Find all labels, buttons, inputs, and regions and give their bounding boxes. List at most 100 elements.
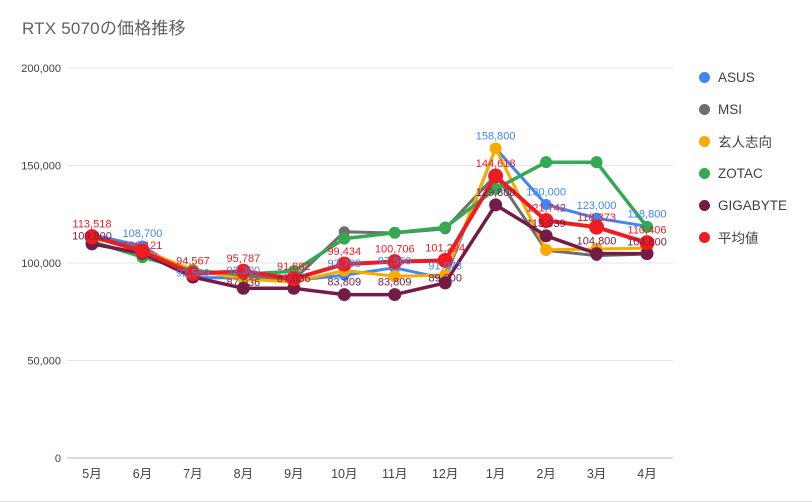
- legend-dot-icon: [699, 71, 710, 83]
- data-label: 104,800: [627, 237, 667, 249]
- data-label: 113,939: [527, 218, 566, 230]
- y-axis-tick-label: 150,000: [21, 161, 61, 173]
- legend-item-平均値[interactable]: 平均値: [699, 221, 787, 253]
- legend-dot-icon: [699, 167, 710, 179]
- data-point-ASUS-2月[interactable]: [540, 199, 552, 210]
- legend-label: MSI: [718, 101, 743, 117]
- data-point-平均値-10月[interactable]: [336, 256, 352, 272]
- legend: ASUS MSI 玄人志向 ZOTAC GIGABYTE 平均値: [699, 61, 787, 253]
- data-point-玄人志向-2月[interactable]: [540, 243, 553, 256]
- data-point-GIGABYTE-11月[interactable]: [388, 288, 402, 302]
- data-label: 94,567: [176, 256, 210, 268]
- data-label: 130,000: [526, 187, 566, 199]
- x-axis-tick-label: 4月: [637, 467, 656, 481]
- x-axis-tick-label: 11月: [382, 467, 407, 481]
- data-label: 97,560: [378, 256, 412, 268]
- data-point-玄人志向-1月[interactable]: [489, 142, 502, 155]
- data-label: 87,036: [227, 277, 261, 289]
- data-point-ZOTAC-1月[interactable]: [489, 182, 502, 195]
- data-label: 99,434: [327, 246, 361, 258]
- data-point-GIGABYTE-3月[interactable]: [590, 247, 604, 261]
- data-point-平均値-11月[interactable]: [387, 254, 403, 270]
- legend-item-ZOTAC[interactable]: ZOTAC: [699, 157, 787, 189]
- data-label: 92,300: [227, 265, 261, 277]
- x-axis-tick-label: 1月: [486, 467, 505, 481]
- x-axis-tick-label: 6月: [133, 467, 152, 481]
- legend-dot-icon: [699, 103, 710, 115]
- y-axis-tick-label: 0: [55, 453, 61, 465]
- legend-label: 平均値: [718, 231, 759, 246]
- data-label: 123,000: [577, 200, 617, 212]
- data-point-平均値-12月[interactable]: [437, 252, 453, 268]
- data-point-平均値-2月[interactable]: [538, 213, 554, 229]
- data-label: 110,406: [628, 225, 667, 237]
- data-label: 121,742: [526, 203, 566, 215]
- x-axis-tick-label: 10月: [331, 467, 357, 481]
- legend-item-玄人志向[interactable]: 玄人志向: [699, 125, 787, 157]
- data-point-ZOTAC-2月[interactable]: [540, 156, 553, 169]
- data-label: 109,800: [72, 231, 112, 243]
- data-point-GIGABYTE-10月[interactable]: [337, 288, 351, 302]
- data-label: 83,809: [378, 277, 412, 289]
- x-axis-tick-label: 5月: [82, 467, 101, 481]
- data-point-GIGABYTE-1月[interactable]: [489, 198, 503, 212]
- data-point-ZOTAC-12月[interactable]: [439, 221, 452, 234]
- legend-item-GIGABYTE[interactable]: GIGABYTE: [699, 189, 787, 221]
- data-label: 83,809: [327, 277, 361, 289]
- data-point-平均値-3月[interactable]: [589, 219, 605, 235]
- legend-label: ZOTAC: [718, 165, 763, 181]
- data-label: 87,036: [277, 273, 311, 285]
- data-point-ZOTAC-11月[interactable]: [388, 226, 401, 239]
- data-point-平均値-8月[interactable]: [235, 263, 251, 279]
- legend-dot-icon: [699, 199, 710, 211]
- data-label: 95,787: [227, 253, 261, 265]
- data-point-平均値-1月[interactable]: [488, 168, 504, 184]
- data-point-GIGABYTE-8月[interactable]: [236, 281, 250, 295]
- data-label: 129,800: [476, 187, 516, 199]
- x-axis-tick-label: 8月: [234, 467, 253, 481]
- legend-label: ASUS: [718, 69, 755, 85]
- data-point-ZOTAC-3月[interactable]: [590, 156, 603, 169]
- data-point-GIGABYTE-2月[interactable]: [539, 229, 553, 243]
- x-axis-tick-label: 2月: [536, 467, 555, 481]
- chart-title: RTX 5070の価格推移: [22, 19, 186, 38]
- y-axis-tick-label: 100,000: [21, 258, 61, 270]
- legend-label: GIGABYTE: [718, 197, 788, 213]
- data-label: 93,798: [327, 258, 361, 270]
- data-point-ZOTAC-4月[interactable]: [641, 220, 653, 233]
- data-label: 113,518: [73, 219, 112, 231]
- data-point-平均値-4月[interactable]: [639, 235, 655, 251]
- data-label: 89,800: [428, 273, 462, 285]
- data-point-平均値-9月[interactable]: [286, 271, 302, 287]
- data-point-GIGABYTE-4月[interactable]: [640, 247, 654, 261]
- data-point-平均値-5月[interactable]: [84, 229, 100, 245]
- x-axis-tick-label: 9月: [284, 467, 303, 481]
- series-line-平均値: [90, 174, 649, 281]
- data-point-GIGABYTE-12月[interactable]: [438, 276, 452, 290]
- data-label: 91,882: [277, 261, 311, 273]
- data-label: 101,294: [425, 242, 465, 254]
- legend-item-ASUS[interactable]: ASUS: [699, 61, 787, 93]
- data-point-平均値-7月[interactable]: [185, 266, 201, 282]
- y-axis-tick-label: 200,000: [21, 63, 61, 75]
- legend-label: 玄人志向: [718, 135, 772, 150]
- x-axis-tick-label: 12月: [432, 467, 458, 481]
- data-point-玄人志向-11月[interactable]: [388, 270, 401, 283]
- x-axis-tick-label: 7月: [183, 467, 202, 481]
- data-point-ZOTAC-10月[interactable]: [338, 232, 351, 245]
- data-label: 144,618: [476, 158, 516, 170]
- data-label: 118,800: [628, 208, 667, 220]
- data-label: 106,121: [123, 240, 163, 252]
- data-label: 100,706: [375, 244, 415, 256]
- legend-dot-icon: [699, 231, 710, 243]
- data-label: 118,373: [577, 212, 616, 224]
- x-axis-tick-label: 3月: [587, 467, 606, 481]
- data-label: 91,973: [428, 261, 462, 273]
- series-line-GIGABYTE: [90, 203, 649, 297]
- y-axis-tick-label: 50,000: [27, 356, 61, 368]
- data-point-平均値-6月[interactable]: [134, 243, 150, 259]
- legend-item-MSI[interactable]: MSI: [699, 93, 787, 125]
- data-label: 92,589: [176, 268, 210, 280]
